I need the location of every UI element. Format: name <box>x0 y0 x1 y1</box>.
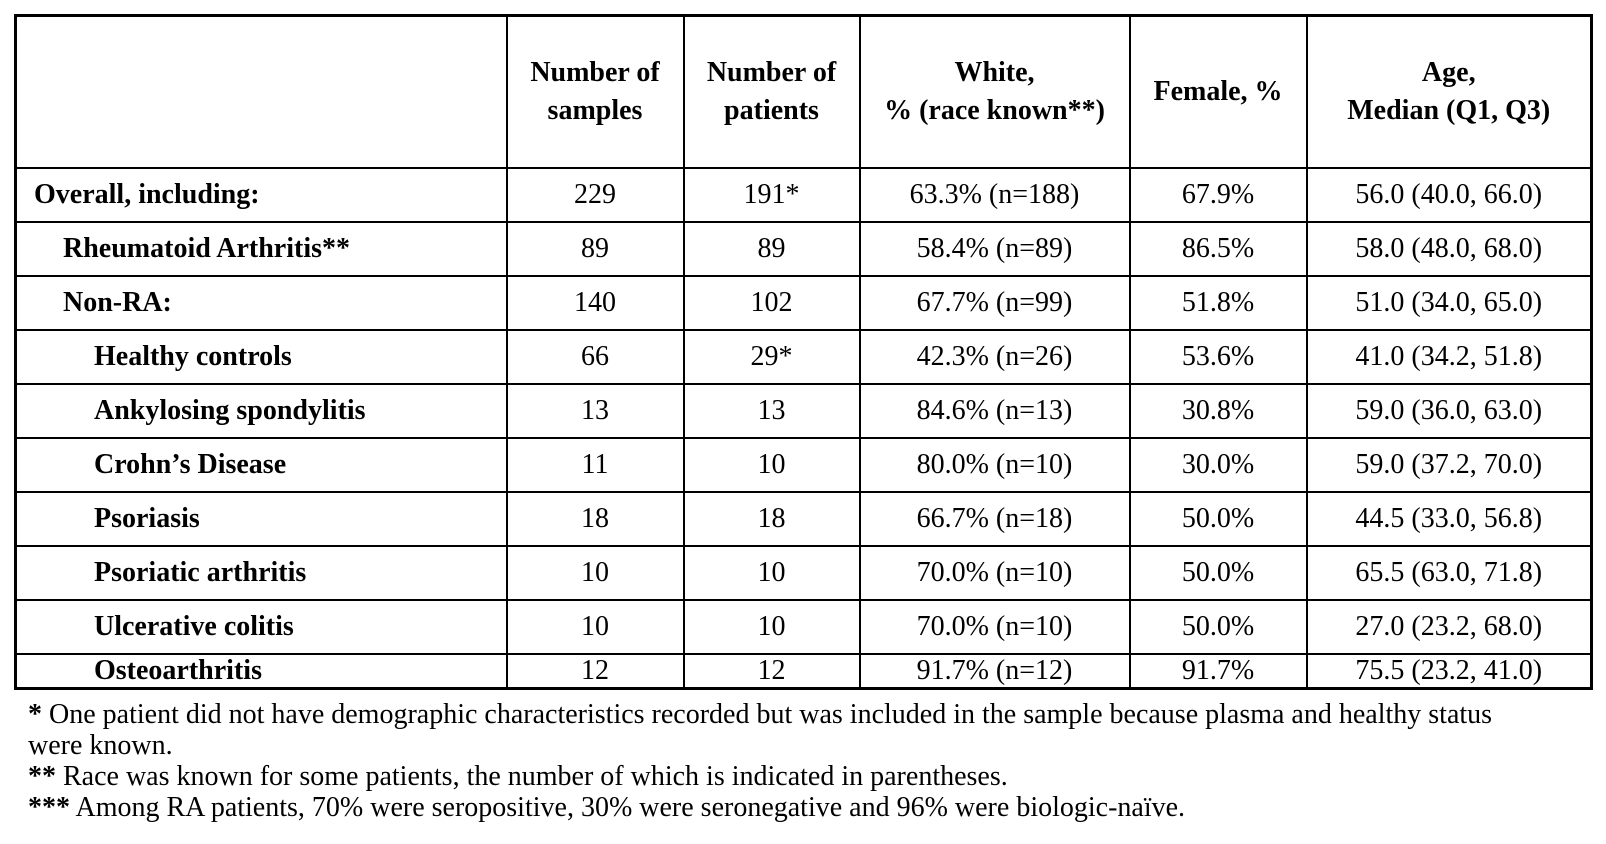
cell-white: 70.0% (n=10) <box>858 598 1131 655</box>
row-label: Rheumatoid Arthritis** <box>14 220 508 277</box>
cell-white: 63.3% (n=188) <box>858 166 1131 223</box>
row-label: Non-RA: <box>14 274 508 331</box>
cell-age: 59.0 (36.0, 63.0) <box>1305 382 1593 439</box>
page: Number of samples Number of patients Whi… <box>14 14 1593 823</box>
table-row-ulcerative-colitis: Ulcerative colitis 10 10 70.0% (n=10) 50… <box>14 598 1593 655</box>
column-header-number-of-patients: Number of patients <box>682 14 861 169</box>
cell-patients: 10 <box>682 436 861 493</box>
footnote-marker: ** <box>28 760 56 792</box>
cell-patients: 29* <box>682 328 861 385</box>
cell-samples: 66 <box>505 328 685 385</box>
cell-age: 59.0 (37.2, 70.0) <box>1305 436 1593 493</box>
cell-age: 41.0 (34.2, 51.8) <box>1305 328 1593 385</box>
cell-patients: 18 <box>682 490 861 547</box>
cell-age: 27.0 (23.2, 68.0) <box>1305 598 1593 655</box>
cell-age: 65.5 (63.0, 71.8) <box>1305 544 1593 601</box>
row-label: Psoriatic arthritis <box>14 544 508 601</box>
cell-age: 51.0 (34.0, 65.0) <box>1305 274 1593 331</box>
row-label: Ulcerative colitis <box>14 598 508 655</box>
cell-female: 67.9% <box>1128 166 1308 223</box>
cell-white: 91.7% (n=12) <box>858 652 1131 689</box>
cell-age: 58.0 (48.0, 68.0) <box>1305 220 1593 277</box>
cell-patients: 13 <box>682 382 861 439</box>
cell-white: 67.7% (n=99) <box>858 274 1131 331</box>
cell-samples: 12 <box>505 652 685 689</box>
cell-female: 30.8% <box>1128 382 1308 439</box>
cell-age: 75.5 (23.2, 41.0) <box>1305 652 1593 689</box>
cell-patients: 10 <box>682 598 861 655</box>
table-row-ankylosing-spondylitis: Ankylosing spondylitis 13 13 84.6% (n=13… <box>14 382 1593 439</box>
row-label: Ankylosing spondylitis <box>14 382 508 439</box>
table-row-overall: Overall, including: 229 191* 63.3% (n=18… <box>14 166 1593 223</box>
cell-female: 50.0% <box>1128 490 1308 547</box>
footnote-line: were known. <box>28 730 1592 761</box>
cell-female: 50.0% <box>1128 598 1308 655</box>
cell-white: 84.6% (n=13) <box>858 382 1131 439</box>
footnote-line: * One patient did not have demographic c… <box>28 699 1592 730</box>
cell-female: 50.0% <box>1128 544 1308 601</box>
cell-white: 42.3% (n=26) <box>858 328 1131 385</box>
cell-female: 91.7% <box>1128 652 1308 689</box>
footnote-marker: * <box>28 698 42 730</box>
table-row-non-ra: Non-RA: 140 102 67.7% (n=99) 51.8% 51.0 … <box>14 274 1593 331</box>
cell-female: 30.0% <box>1128 436 1308 493</box>
footnote-marker: *** <box>28 791 70 823</box>
cell-samples: 11 <box>505 436 685 493</box>
footnotes: * One patient did not have demographic c… <box>14 690 1592 823</box>
cell-samples: 140 <box>505 274 685 331</box>
footnote-text: Race was known for some patients, the nu… <box>63 760 1008 792</box>
cell-patients: 12 <box>682 652 861 689</box>
table-row-psoriasis: Psoriasis 18 18 66.7% (n=18) 50.0% 44.5 … <box>14 490 1593 547</box>
row-label: Crohn’s Disease <box>14 436 508 493</box>
cell-samples: 13 <box>505 382 685 439</box>
cell-age: 56.0 (40.0, 66.0) <box>1305 166 1593 223</box>
table-row-healthy-controls: Healthy controls 66 29* 42.3% (n=26) 53.… <box>14 328 1593 385</box>
column-header-female-percent: Female, % <box>1128 14 1308 169</box>
cell-patients: 102 <box>682 274 861 331</box>
footnote-line: ** Race was known for some patients, the… <box>28 761 1592 792</box>
cell-samples: 89 <box>505 220 685 277</box>
cell-female: 53.6% <box>1128 328 1308 385</box>
row-label: Healthy controls <box>14 328 508 385</box>
column-header-white-percent: White, % (race known**) <box>858 14 1131 169</box>
cell-samples: 10 <box>505 544 685 601</box>
column-header-empty <box>14 14 508 169</box>
cell-white: 66.7% (n=18) <box>858 490 1131 547</box>
cell-patients: 89 <box>682 220 861 277</box>
demographics-table: Number of samples Number of patients Whi… <box>14 14 1593 690</box>
footnote-text: Among RA patients, 70% were seropositive… <box>75 791 1186 823</box>
cell-patients: 10 <box>682 544 861 601</box>
cell-samples: 10 <box>505 598 685 655</box>
footnote-line: *** Among RA patients, 70% were seroposi… <box>28 792 1592 823</box>
column-header-number-of-samples: Number of samples <box>505 14 685 169</box>
row-label: Psoriasis <box>14 490 508 547</box>
table-row-osteoarthritis: Osteoarthritis 12 12 91.7% (n=12) 91.7% … <box>14 652 1593 689</box>
cell-samples: 18 <box>505 490 685 547</box>
cell-age: 44.5 (33.0, 56.8) <box>1305 490 1593 547</box>
column-header-age-median: Age, Median (Q1, Q3) <box>1305 14 1593 169</box>
footnote-text: One patient did not have demographic cha… <box>49 698 1493 730</box>
table-row-psoriatic-arthritis: Psoriatic arthritis 10 10 70.0% (n=10) 5… <box>14 544 1593 601</box>
cell-patients: 191* <box>682 166 861 223</box>
cell-white: 70.0% (n=10) <box>858 544 1131 601</box>
table-row-rheumatoid-arthritis: Rheumatoid Arthritis** 89 89 58.4% (n=89… <box>14 220 1593 277</box>
cell-white: 58.4% (n=89) <box>858 220 1131 277</box>
header-row: Number of samples Number of patients Whi… <box>14 14 1593 169</box>
table-row-crohns-disease: Crohn’s Disease 11 10 80.0% (n=10) 30.0%… <box>14 436 1593 493</box>
footnote-text: were known. <box>28 729 173 761</box>
cell-female: 51.8% <box>1128 274 1308 331</box>
row-label: Overall, including: <box>14 166 508 223</box>
row-label: Osteoarthritis <box>14 652 508 689</box>
cell-samples: 229 <box>505 166 685 223</box>
cell-white: 80.0% (n=10) <box>858 436 1131 493</box>
cell-female: 86.5% <box>1128 220 1308 277</box>
